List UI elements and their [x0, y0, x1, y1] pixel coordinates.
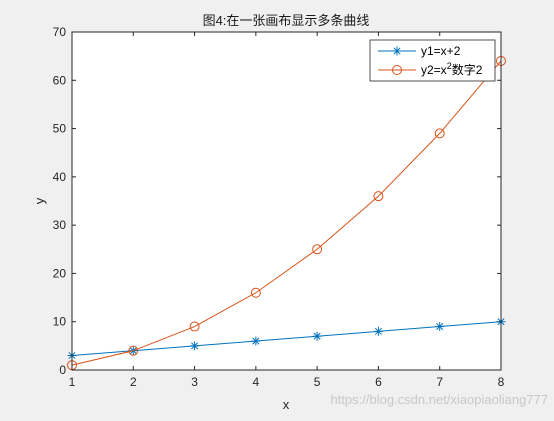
y-axis-label: y — [32, 197, 47, 204]
y-tick-label: 20 — [53, 266, 67, 280]
x-tick-label: 8 — [498, 375, 505, 389]
x-tick-label: 2 — [130, 375, 137, 389]
x-tick-label: 3 — [191, 375, 198, 389]
y-tick-label: 70 — [53, 25, 67, 39]
legend-label-series-2: y2=x2数字2 — [421, 61, 483, 77]
plot-frame — [71, 31, 502, 371]
y-tick-label: 10 — [53, 315, 67, 329]
series-2-point — [434, 128, 445, 139]
legend-marker-series-2 — [392, 65, 402, 75]
x-axis-label: x — [283, 397, 290, 412]
series-1-point — [190, 341, 200, 351]
y-tick-label: 40 — [53, 170, 67, 184]
series-layer — [67, 55, 506, 371]
series-2-point — [189, 321, 200, 332]
legend-marker-series-1 — [392, 46, 402, 56]
legend-label-series-2-suffix: 数字2 — [452, 62, 483, 77]
y-tick-label: 50 — [53, 122, 67, 136]
legend-label-series-2-base: y2=x — [421, 63, 447, 77]
series-2-point — [373, 191, 384, 202]
x-tick-label: 7 — [436, 375, 443, 389]
series-2-point — [250, 287, 261, 298]
legend-marker-circle — [392, 65, 402, 75]
x-tick-label: 6 — [375, 375, 382, 389]
legend-label-series-2-superscript: 2 — [447, 61, 452, 71]
series-1-line — [71, 321, 502, 357]
legend: y1=x+2 y2=x2数字2 — [369, 39, 496, 82]
legend-marker-asterisk — [392, 46, 402, 56]
series-1-point — [251, 336, 261, 346]
series-2-line — [71, 60, 502, 366]
series-1-point — [312, 331, 322, 341]
legend-box — [369, 39, 496, 82]
y-tick-label: 60 — [53, 73, 67, 87]
legend-label-series-1: y1=x+2 — [421, 44, 461, 58]
chart-title: 图4:在一张画布显示多条曲线 — [203, 13, 370, 28]
series-2-point — [128, 345, 139, 356]
series-1-point — [435, 322, 445, 332]
x-tick-label: 5 — [314, 375, 321, 389]
x-tick-label: 4 — [253, 375, 260, 389]
y-tick-label: 30 — [53, 218, 67, 232]
x-tick-label: 1 — [69, 375, 76, 389]
plot-area — [72, 32, 501, 370]
series-1-point — [373, 326, 383, 336]
series-2-point — [312, 244, 323, 255]
watermark: https://blog.csdn.net/xiaopiaoliang777 — [330, 392, 548, 407]
y-tick-label: 0 — [59, 363, 66, 377]
